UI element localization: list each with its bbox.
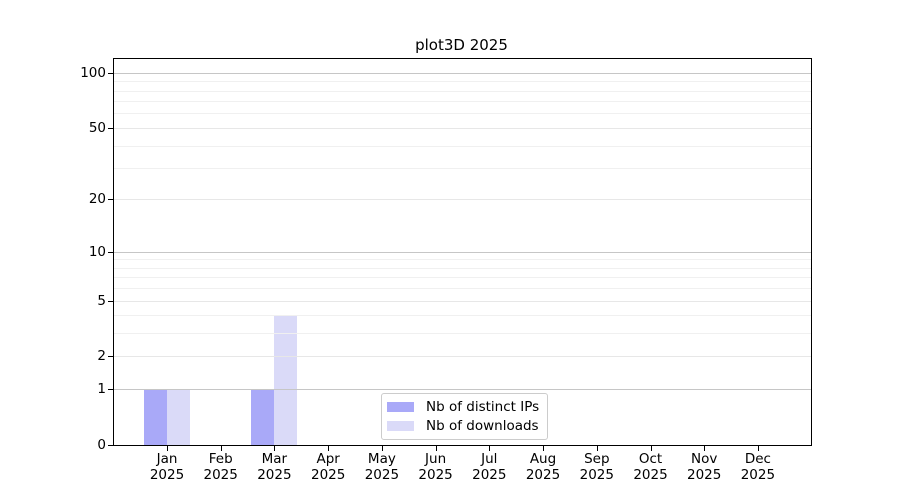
x-axis-label-jul: Jul 2025: [458, 451, 520, 483]
gridline-5: [114, 300, 811, 302]
y-axis-tick: [108, 72, 114, 74]
bar-mar-distinct-ips: [251, 389, 275, 445]
gridline-minor: [114, 315, 811, 317]
gridline-minor: [114, 288, 811, 289]
bar-mar-downloads: [274, 315, 298, 445]
gridline-20: [114, 199, 811, 201]
month-label: Apr: [316, 451, 340, 467]
year-label: 2025: [203, 466, 238, 483]
x-axis-label-mar: Mar 2025: [243, 451, 305, 483]
y-axis-tick: [108, 127, 114, 129]
gridline-1: [114, 389, 811, 391]
month-label: Jul: [481, 451, 498, 467]
year-label: 2025: [364, 466, 400, 483]
x-axis-tick: [435, 446, 437, 451]
y-axis-tick: [108, 389, 114, 391]
year-label: 2025: [687, 466, 722, 483]
month-label: Sep: [584, 451, 610, 467]
legend-swatch-distinct-ips: [387, 402, 414, 412]
legend-label: Nb of distinct IPs: [426, 399, 540, 415]
month-label: May: [367, 451, 396, 467]
year-label: 2025: [418, 466, 453, 483]
y-axis-tick-label: 50: [88, 119, 106, 136]
bar-jan-distinct-ips: [144, 389, 167, 445]
gridline-10: [114, 251, 811, 253]
year-label: 2025: [257, 466, 292, 483]
gridline-minor: [114, 81, 811, 83]
x-axis-label-jan: Jan 2025: [136, 451, 198, 483]
gridline-minor: [114, 267, 811, 269]
year-label: 2025: [472, 466, 507, 483]
x-axis-tick: [757, 446, 759, 451]
gridline-minor: [114, 259, 811, 261]
gridline-50: [114, 127, 811, 129]
x-axis-tick: [274, 446, 276, 451]
year-label: 2025: [740, 466, 776, 483]
y-axis-tick-label: 5: [97, 292, 106, 309]
gridline-minor: [114, 277, 811, 279]
x-axis-tick: [543, 446, 544, 451]
x-axis-tick: [220, 446, 222, 451]
month-label: Nov: [691, 451, 718, 467]
x-axis-label-may: May 2025: [351, 451, 413, 483]
x-axis-label-feb: Feb 2025: [190, 451, 252, 483]
x-axis-tick: [381, 446, 383, 451]
y-axis-tick-label: 1: [97, 381, 106, 398]
year-label: 2025: [633, 466, 668, 483]
month-label: Aug: [529, 451, 557, 467]
gridline-minor: [114, 168, 811, 169]
x-axis-tick: [596, 446, 598, 451]
gridline-minor: [114, 113, 811, 115]
legend-item-downloads: Nb of downloads: [387, 418, 539, 434]
gridline-2: [114, 356, 811, 358]
gridline-minor: [114, 145, 811, 147]
y-axis-tick-label: 2: [97, 348, 106, 365]
chart-title: plot3D 2025: [415, 36, 508, 54]
y-axis-tick: [108, 445, 114, 446]
legend-item-distinct-ips: Nb of distinct IPs: [387, 399, 539, 415]
y-axis-tick-label: 20: [88, 191, 106, 208]
month-label: Feb: [208, 451, 233, 467]
x-axis-label-sep: Sep 2025: [566, 451, 628, 483]
month-label: Jun: [425, 451, 447, 467]
y-axis-tick-label: 0: [97, 437, 106, 453]
bar-jan-downloads: [167, 389, 190, 445]
x-axis-tick: [704, 446, 706, 451]
x-axis-label-aug: Aug 2025: [512, 451, 574, 483]
y-axis-tick: [108, 356, 114, 358]
plot-area: Nb of distinct IPs Nb of downloads 0 1 2 5 1…: [80, 58, 812, 482]
month-label: Dec: [744, 451, 771, 467]
x-axis-label-oct: Oct 2025: [620, 451, 682, 483]
y-axis-tick-label: 10: [88, 243, 106, 260]
x-axis-tick: [328, 446, 330, 451]
y-axis-tick-label: 100: [80, 64, 106, 81]
year-label: 2025: [525, 466, 561, 483]
legend: Nb of distinct IPs Nb of downloads: [381, 393, 549, 440]
month-label: Jan: [156, 451, 178, 467]
year-label: 2025: [579, 466, 614, 483]
month-label: Mar: [261, 451, 288, 467]
y-axis-tick: [108, 199, 114, 201]
y-axis-tick: [108, 300, 114, 302]
x-axis-label-jun: Jun 2025: [405, 451, 467, 483]
gridline-minor: [114, 101, 811, 103]
gridline-minor: [114, 333, 811, 335]
gridline-minor: [114, 90, 811, 92]
legend-label: Nb of downloads: [426, 418, 539, 434]
year-label: 2025: [149, 466, 185, 483]
month-label: Oct: [638, 451, 663, 467]
legend-swatch-downloads: [387, 421, 414, 431]
year-label: 2025: [311, 466, 346, 483]
gridline-100: [114, 72, 811, 74]
x-axis-label-dec: Dec 2025: [727, 451, 789, 483]
x-axis-label-apr: Apr 2025: [297, 451, 359, 483]
x-axis-label-nov: Nov 2025: [673, 451, 735, 483]
x-axis-tick: [167, 446, 168, 451]
x-axis-tick: [489, 446, 491, 451]
x-axis-tick: [650, 446, 652, 451]
y-axis-tick: [108, 251, 114, 253]
